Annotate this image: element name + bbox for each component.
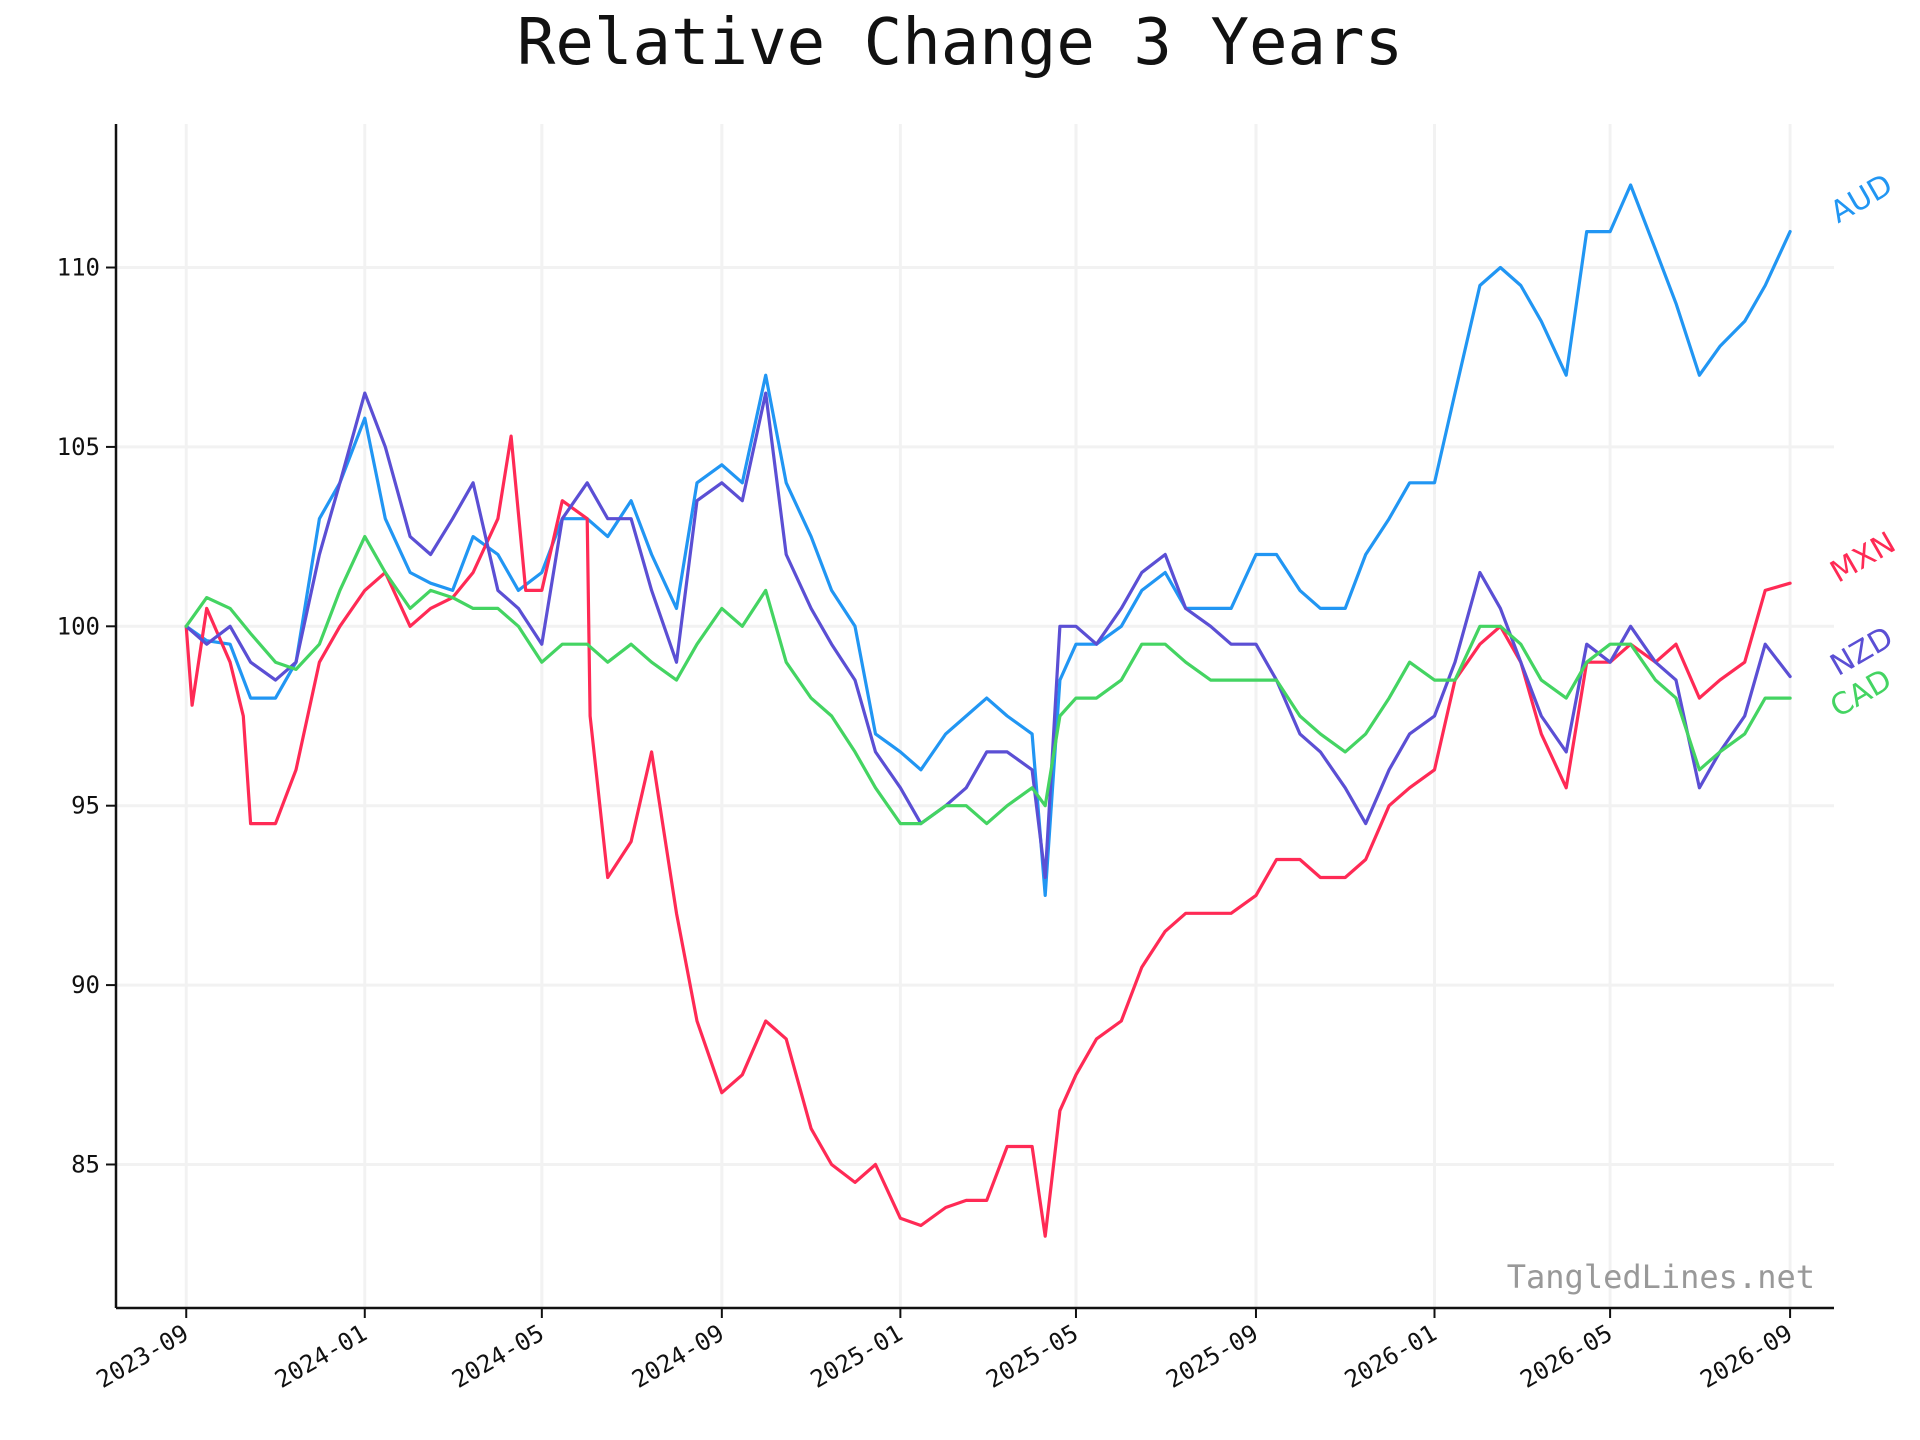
chart-title: Relative Change 3 Years	[517, 6, 1403, 80]
x-tick-label: 2025-05	[981, 1319, 1083, 1394]
y-axis-ticks: 85 90 95 100 105 110	[57, 254, 116, 1178]
x-tick-label: 2023-09	[92, 1319, 194, 1394]
y-tick-label: 85	[71, 1150, 100, 1178]
y-tick-label: 110	[57, 254, 100, 282]
x-tick-label: 2026-01	[1340, 1319, 1442, 1394]
series-line-nzd	[184, 391, 1792, 880]
y-tick-label: 100	[57, 612, 100, 640]
y-tick-label: 95	[71, 792, 100, 820]
x-tick-label: 2026-09	[1695, 1319, 1797, 1394]
x-axis-ticks: 2023-09 2024-01 2024-05 2024-09 2025-01 2025-…	[92, 1308, 1797, 1394]
series-line-aud	[184, 183, 1792, 897]
x-tick-label: 2026-05	[1516, 1319, 1618, 1394]
x-tick-label: 2024-09	[627, 1319, 729, 1394]
series-line-mxn	[184, 434, 1792, 1238]
x-tick-label: 2024-05	[447, 1319, 549, 1394]
plot-area	[184, 183, 1792, 1238]
axes	[114, 124, 1834, 1310]
watermark: TangledLines.net	[1507, 1258, 1815, 1296]
y-tick-label: 90	[71, 971, 100, 999]
series-line-cad	[184, 535, 1792, 826]
y-tick-label: 105	[57, 433, 100, 461]
series-label-aud: AUD	[1825, 167, 1899, 230]
series-label-mxn: MXN	[1825, 525, 1902, 590]
x-tick-label: 2025-09	[1161, 1319, 1263, 1394]
x-tick-label: 2024-01	[270, 1319, 372, 1394]
x-tick-label: 2025-01	[806, 1319, 908, 1394]
